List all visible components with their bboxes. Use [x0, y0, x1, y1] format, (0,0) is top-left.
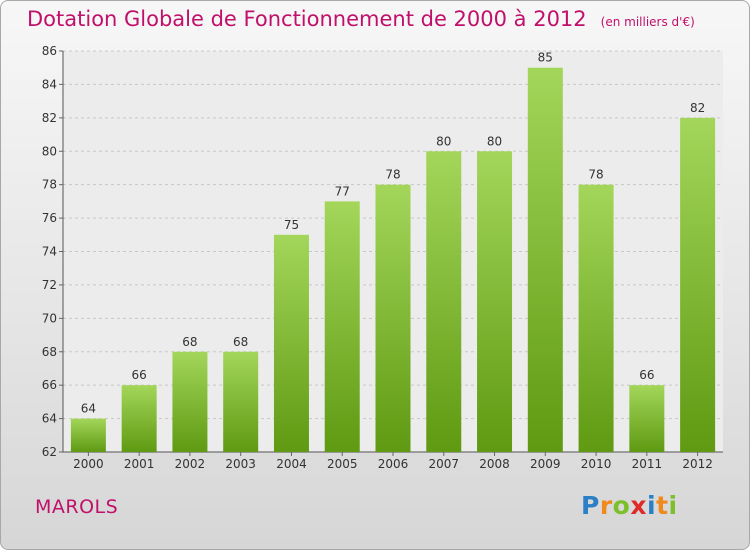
bar — [324, 201, 360, 452]
chart-subtitle: (en milliers d'€) — [600, 15, 695, 29]
x-tick-label: 2002 — [175, 457, 206, 471]
logo-letter: i — [647, 491, 657, 520]
x-tick-label: 2001 — [124, 457, 155, 471]
y-tick-label: 86 — [42, 44, 57, 58]
data-label: 64 — [81, 402, 96, 416]
y-tick-label: 82 — [42, 111, 57, 125]
x-tick-label: 2005 — [327, 457, 358, 471]
bar — [629, 385, 665, 452]
data-label: 82 — [690, 101, 705, 115]
bar — [121, 385, 157, 452]
x-tick-label: 2008 — [479, 457, 510, 471]
data-label: 68 — [233, 335, 248, 349]
logo-letter: t — [656, 491, 669, 520]
bar — [273, 234, 309, 452]
x-tick-label: 2012 — [682, 457, 713, 471]
data-label: 66 — [639, 368, 654, 382]
y-tick-label: 80 — [42, 144, 57, 158]
y-tick-label: 62 — [42, 445, 57, 459]
bar — [477, 151, 513, 452]
y-tick-label: 66 — [42, 378, 57, 392]
data-label: 78 — [588, 168, 603, 182]
x-tick-label: 2010 — [581, 457, 612, 471]
data-label: 75 — [284, 218, 299, 232]
y-tick-label: 76 — [42, 211, 57, 225]
bar — [223, 351, 259, 452]
data-label: 80 — [487, 134, 502, 148]
data-label: 77 — [335, 184, 350, 198]
bar — [172, 351, 208, 452]
proxiti-logo[interactable]: Proxiti — [581, 491, 678, 520]
x-tick-label: 2006 — [378, 457, 409, 471]
logo-letter: i — [668, 491, 678, 520]
data-label: 78 — [385, 168, 400, 182]
logo-letter: o — [612, 491, 631, 520]
data-label: 80 — [436, 134, 451, 148]
chart-title: Dotation Globale de Fonctionnement de 20… — [27, 7, 695, 31]
commune-name: MAROLS — [35, 496, 119, 518]
bar — [375, 184, 411, 452]
bar — [70, 418, 106, 452]
bars — [70, 67, 716, 452]
y-tick-label: 68 — [42, 345, 57, 359]
y-tick-label: 78 — [42, 178, 57, 192]
labels: 64 2000 66 2001 68 2002 68 2003 75 2004 77 2005 78 20… — [73, 51, 713, 471]
y-tick-label: 74 — [42, 245, 57, 259]
x-tick-label: 2003 — [225, 457, 256, 471]
x-tick-label: 2000 — [73, 457, 104, 471]
data-label: 66 — [132, 368, 147, 382]
y-tick-label: 64 — [42, 412, 57, 426]
y-tick-label: 72 — [42, 278, 57, 292]
chart-title-text: Dotation Globale de Fonctionnement de 20… — [27, 7, 587, 31]
x-tick-label: 2004 — [276, 457, 307, 471]
x-tick-label: 2011 — [632, 457, 663, 471]
data-label: 68 — [182, 335, 197, 349]
x-tick-label: 2007 — [428, 457, 459, 471]
y-tick-label: 70 — [42, 311, 57, 325]
bar — [680, 117, 716, 452]
logo-letter: r — [599, 491, 613, 520]
bar — [578, 184, 614, 452]
y-tick-label: 84 — [42, 77, 57, 91]
x-tick-label: 2009 — [530, 457, 561, 471]
logo-letter: x — [630, 491, 647, 520]
logo-letter: P — [581, 491, 600, 520]
bar — [527, 67, 563, 452]
bar — [426, 151, 462, 452]
data-label: 85 — [538, 51, 553, 65]
